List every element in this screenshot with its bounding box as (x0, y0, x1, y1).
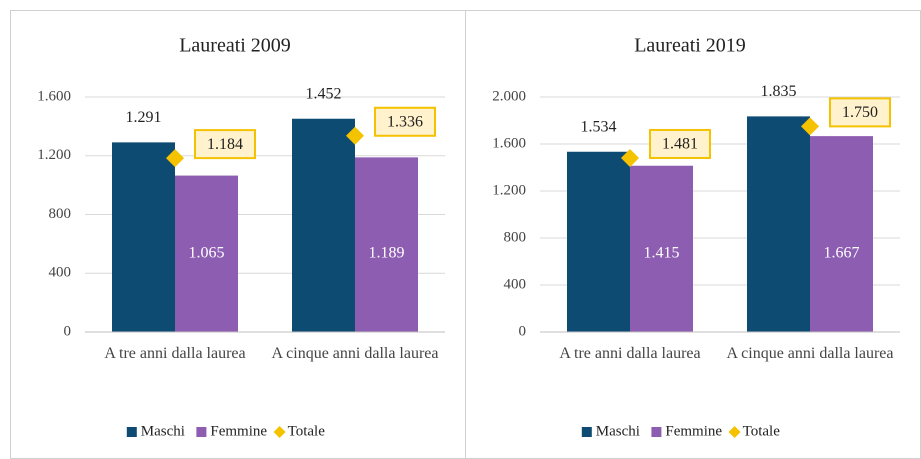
total-label-box (829, 97, 891, 128)
total-label: 1.750 (842, 104, 878, 121)
value-label: 1.065 (189, 245, 225, 262)
legend-swatch (651, 427, 662, 437)
total-label-box (374, 106, 436, 137)
bar (112, 142, 175, 332)
y-tick-label: 2.000 (492, 88, 526, 104)
chart-title: Laureati 2009 (179, 35, 291, 57)
chart-title: Laureati 2019 (634, 35, 746, 57)
total-marker (346, 126, 364, 145)
legend-label: Maschi (141, 423, 185, 439)
total-label-box (649, 128, 711, 159)
value-label: 1.534 (581, 118, 617, 135)
y-tick-label: 0 (519, 323, 527, 339)
bar (747, 116, 810, 332)
y-tick-label: 400 (504, 276, 527, 292)
legend-label: Totale (743, 423, 781, 439)
bar (810, 136, 873, 332)
total-label: 1.336 (387, 113, 423, 130)
legend-swatch (273, 426, 286, 438)
bar (355, 157, 418, 332)
legend-label: Femmine (210, 423, 267, 439)
value-label: 1.189 (369, 245, 405, 262)
y-tick-label: 400 (49, 265, 72, 281)
x-tick-label: A cinque anni dalla laurea (726, 345, 894, 362)
y-tick-label: 0 (64, 323, 72, 339)
x-tick-label-box: A tre anni dalla laurea (104, 345, 246, 362)
bar (630, 165, 693, 332)
bar (175, 175, 238, 332)
x-tick-label: A cinque anni dalla laurea (271, 345, 439, 362)
value-label: 1.291 (126, 109, 162, 126)
total-label: 1.184 (207, 136, 243, 153)
x-tick-label-box: A tre anni dalla laurea (559, 345, 701, 362)
y-tick-label: 1.200 (37, 147, 71, 163)
bar (567, 151, 630, 332)
total-label-box (194, 129, 256, 160)
legend-swatch (126, 427, 137, 437)
value-label: 1.452 (306, 85, 342, 102)
x-tick-label: A tre anni dalla laurea (104, 345, 246, 362)
y-tick-label: 1.600 (37, 88, 71, 104)
y-tick-label: 1.200 (492, 182, 526, 198)
total-marker (801, 117, 819, 136)
y-tick-label: 800 (504, 229, 527, 245)
total-marker (621, 148, 639, 167)
y-tick-label: 800 (49, 206, 72, 222)
value-label: 1.835 (761, 83, 797, 100)
legend-swatch (196, 427, 207, 437)
x-tick-label: A tre anni dalla laurea (559, 345, 701, 362)
legend-swatch (728, 426, 741, 438)
legend-label: Femmine (665, 423, 722, 439)
x-tick-label-box: A cinque anni dalla laurea (726, 345, 894, 362)
legend-label: Totale (288, 423, 326, 439)
total-label: 1.481 (662, 136, 698, 153)
value-label: 1.667 (824, 245, 860, 262)
value-label: 1.415 (644, 245, 680, 262)
total-marker (166, 149, 184, 168)
legend-swatch (581, 427, 592, 437)
bar (292, 118, 355, 332)
x-tick-label-box: A cinque anni dalla laurea (271, 345, 439, 362)
legend-label: Maschi (596, 423, 640, 439)
y-tick-label: 1.600 (492, 135, 526, 151)
